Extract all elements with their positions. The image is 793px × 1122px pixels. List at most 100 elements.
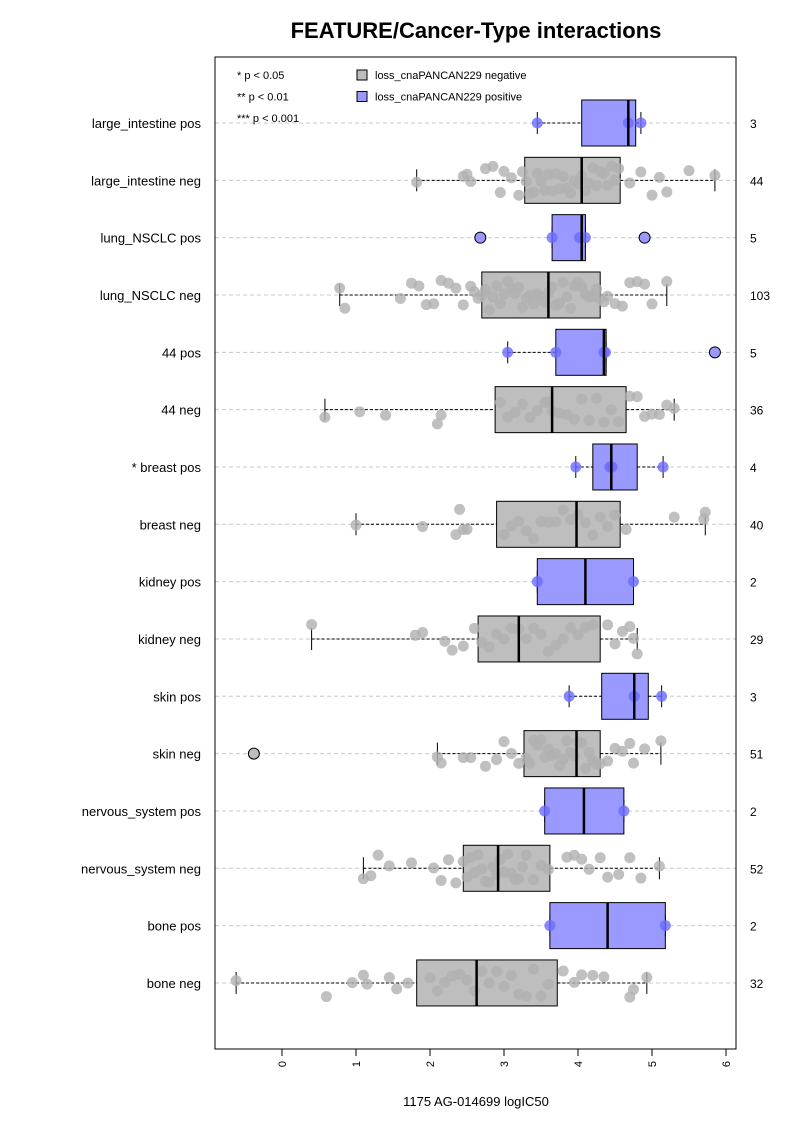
- data-point: [487, 160, 499, 172]
- data-point: [661, 275, 673, 287]
- data-point: [502, 346, 514, 358]
- data-point: [613, 416, 625, 428]
- data-point: [487, 291, 499, 303]
- data-point: [528, 622, 540, 634]
- data-point: [417, 627, 429, 639]
- x-axis-label: 1175 AG-014699 logIC50: [403, 1094, 549, 1109]
- row-labels: large_intestine pos large_intestine neg lu…: [81, 116, 201, 991]
- data-point: [517, 166, 528, 178]
- data-point: [565, 302, 577, 314]
- data-point: [461, 974, 473, 986]
- row-label: kidney pos: [139, 575, 202, 590]
- data-point: [454, 968, 466, 980]
- row-count: 3: [750, 690, 757, 704]
- data-point: [528, 186, 540, 198]
- box: [601, 672, 649, 720]
- data-point: [579, 517, 591, 529]
- data-point: [576, 737, 588, 749]
- data-point: [639, 278, 651, 290]
- significance-legend-item: * p < 0.05: [237, 70, 284, 82]
- data-point: [535, 628, 547, 640]
- data-point: [354, 406, 366, 418]
- data-point: [576, 969, 588, 981]
- data-point: [631, 391, 643, 403]
- data-point: [624, 620, 636, 632]
- data-point: [628, 757, 639, 769]
- row-count: 3: [750, 117, 757, 131]
- row-count: 40: [750, 518, 764, 532]
- data-point: [505, 969, 517, 981]
- row-label: large_intestine pos: [92, 116, 202, 131]
- data-point: [655, 735, 667, 747]
- row-count: 32: [750, 977, 764, 991]
- data-point: [668, 402, 680, 414]
- data-point: [498, 288, 510, 300]
- data-point: [683, 165, 695, 177]
- data-point: [618, 805, 630, 817]
- data-point: [641, 971, 653, 983]
- data-point: [350, 519, 362, 531]
- data-point: [424, 972, 436, 984]
- legend-label: loss_cnaPANCAN229 negative: [375, 70, 526, 82]
- row-label: 44 neg: [161, 403, 201, 418]
- data-point: [498, 528, 510, 540]
- row-count: 2: [750, 805, 757, 819]
- legend-label: loss_cnaPANCAN229 positive: [375, 92, 522, 104]
- data-point: [554, 297, 565, 309]
- data-point: [656, 690, 668, 702]
- data-point: [480, 284, 491, 296]
- x-tick-label: 0: [277, 1061, 289, 1067]
- data-point: [361, 978, 373, 990]
- data-point: [431, 418, 443, 430]
- data-point: [320, 991, 332, 1003]
- data-point: [587, 969, 599, 981]
- data-point: [572, 629, 584, 641]
- data-point: [528, 963, 540, 975]
- data-point: [494, 186, 506, 198]
- data-point: [498, 633, 510, 645]
- row-label: bone neg: [147, 976, 201, 991]
- data-point: [513, 189, 525, 201]
- data-point: [230, 975, 242, 987]
- data-point: [520, 990, 532, 1002]
- data-point: [531, 405, 543, 417]
- data-point: [602, 520, 614, 532]
- row-label: lung_NSCLC pos: [101, 231, 202, 246]
- data-point: [439, 976, 451, 988]
- data-point: [542, 646, 554, 658]
- data-point: [428, 298, 440, 310]
- data-point: [517, 861, 528, 873]
- data-point: [505, 747, 517, 759]
- outlier-point: [247, 747, 260, 760]
- data-point: [494, 396, 506, 408]
- data-point: [661, 186, 673, 198]
- data-point: [594, 511, 606, 523]
- row-count: 51: [750, 748, 764, 762]
- x-tick-label: 4: [573, 1061, 585, 1067]
- data-point: [417, 521, 429, 533]
- data-point: [635, 117, 647, 129]
- data-point: [334, 282, 346, 294]
- row-count: 4: [750, 461, 757, 475]
- data-point: [346, 977, 358, 989]
- data-point: [383, 972, 395, 984]
- data-point: [699, 506, 711, 518]
- data-point: [568, 976, 580, 988]
- legend: * p < 0.05 ** p < 0.01 *** p < 0.001 loss_c…: [237, 69, 526, 125]
- data-point: [557, 753, 569, 765]
- x-axis: 0 1 2 3 4 5 6: [277, 1048, 733, 1067]
- data-point: [476, 965, 488, 977]
- data-point: [646, 189, 658, 201]
- data-point: [428, 862, 440, 874]
- data-point: [457, 299, 469, 311]
- data-point: [513, 281, 525, 293]
- data-point: [498, 165, 510, 177]
- row-label: nervous_system pos: [82, 804, 202, 819]
- data-point: [491, 965, 503, 977]
- data-point: [435, 409, 447, 421]
- data-point: [624, 737, 636, 749]
- data-point: [502, 848, 514, 860]
- data-point: [668, 511, 680, 523]
- data-point: [450, 282, 462, 294]
